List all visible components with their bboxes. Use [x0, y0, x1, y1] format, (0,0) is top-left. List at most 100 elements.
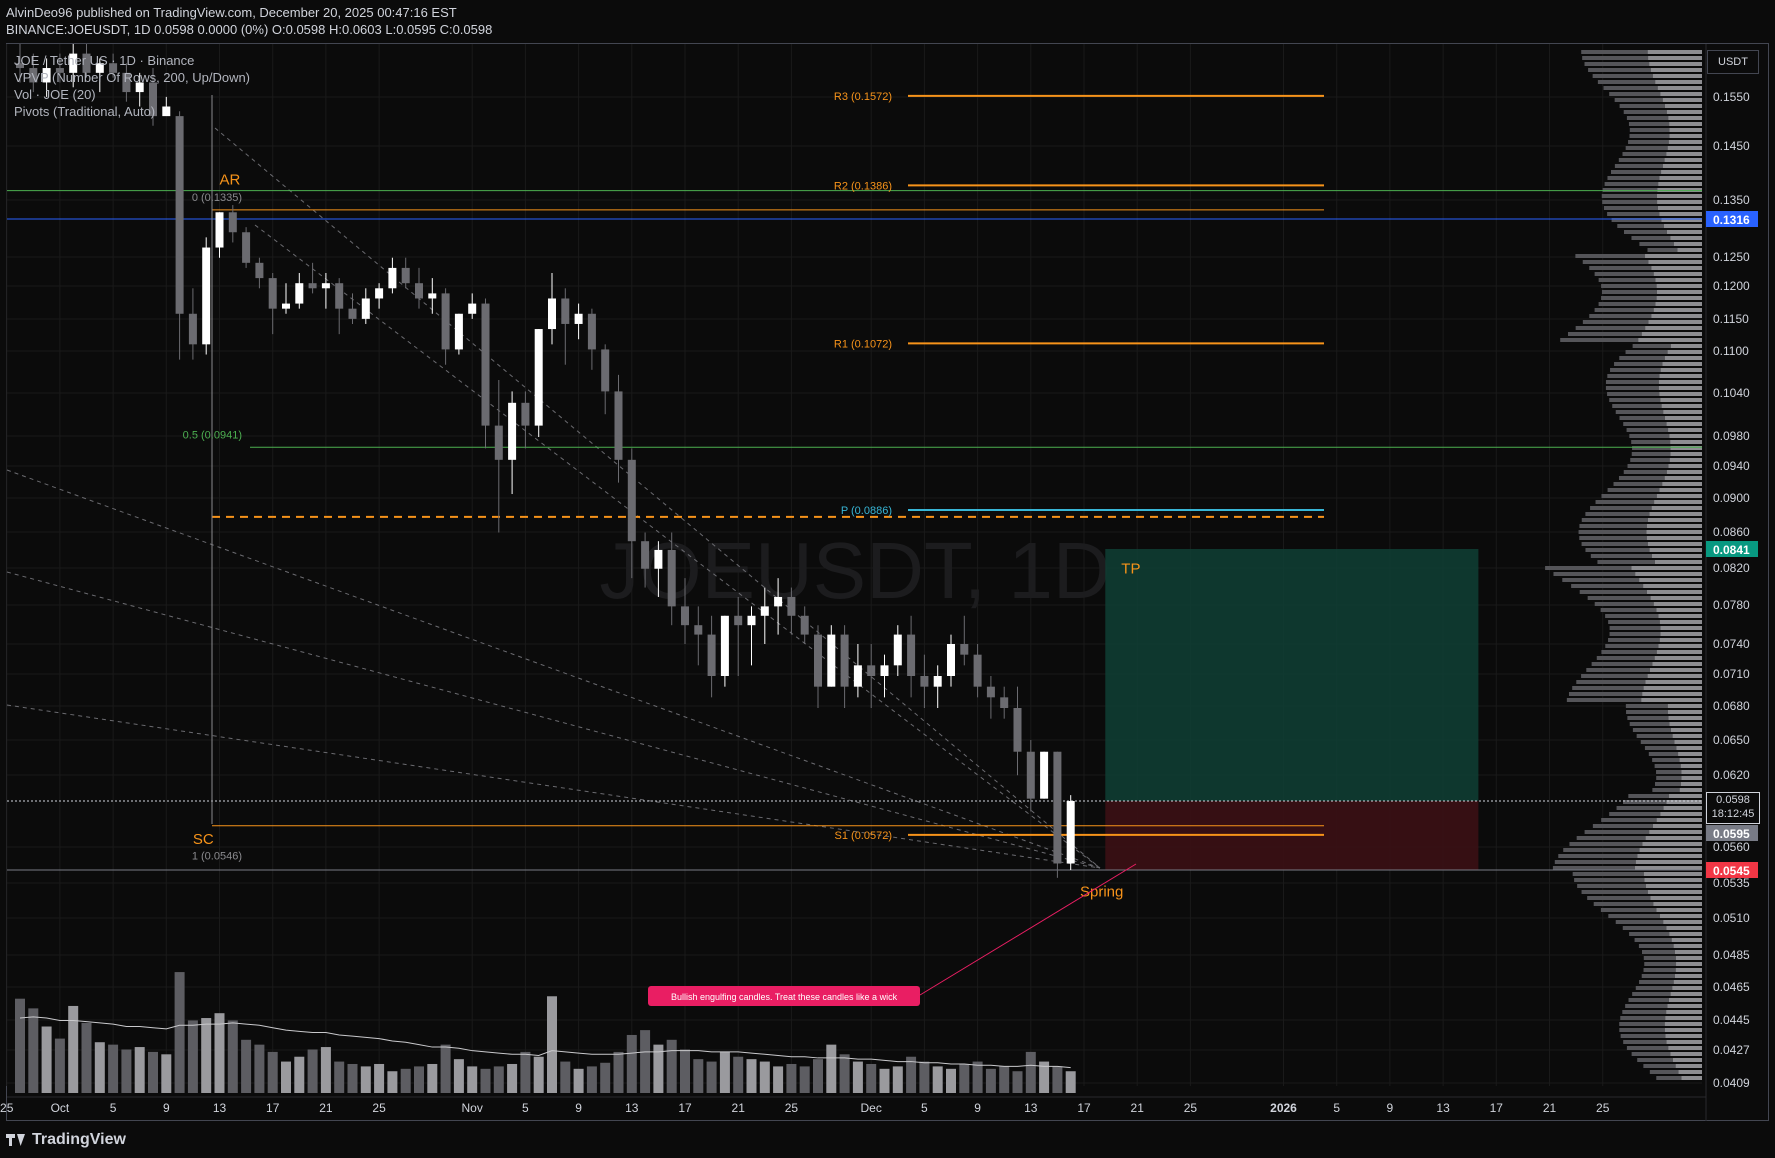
volume-profile-bar-up	[1644, 962, 1677, 966]
volume-profile-bar-down	[1668, 1046, 1702, 1050]
volume-bar	[347, 1063, 358, 1093]
volume-bar	[374, 1063, 385, 1093]
candle-body	[42, 68, 51, 83]
volume-profile-bar-down	[1667, 704, 1702, 708]
candle-body	[641, 541, 650, 569]
candle-body	[348, 308, 357, 319]
price-tick-label: 0.0940	[1713, 459, 1750, 473]
volume-profile-bar-down	[1666, 230, 1702, 234]
publish-info: AlvinDeo96 published on TradingView.com,…	[6, 5, 457, 20]
volume-profile-bar-down	[1667, 710, 1702, 714]
candle-body	[508, 402, 517, 460]
volume-profile-bar-down	[1678, 1070, 1702, 1074]
volume-profile-bar-up	[1625, 350, 1668, 354]
candle-body	[282, 303, 290, 309]
candle-body	[375, 288, 384, 299]
candle-body	[654, 549, 663, 569]
volume-profile-bar-down	[1645, 254, 1702, 258]
candle-body	[760, 606, 769, 616]
volume-profile-bar-down	[1680, 764, 1702, 768]
volume-profile-bar-up	[1601, 194, 1657, 198]
volume-profile-bar-up	[1626, 710, 1668, 714]
volume-bar	[307, 1049, 318, 1093]
candle-body	[867, 665, 876, 676]
volume-profile-bar-down	[1666, 926, 1702, 930]
volume-profile-bar-down	[1650, 68, 1702, 72]
volume-profile-bar-up	[1595, 500, 1655, 504]
volume-profile-bar-down	[1659, 374, 1702, 378]
volume-profile-bar-up	[1593, 902, 1654, 906]
currency-selector[interactable]: USDT	[1707, 50, 1759, 74]
volume-bar	[919, 1061, 930, 1093]
ohlc-readout: BINANCE:JOEUSDT, 1D 0.0598 0.0000 (0%) O…	[6, 22, 493, 37]
volume-profile-bar-down	[1662, 98, 1702, 102]
volume-profile-bar-up	[1613, 482, 1663, 486]
price-tick-label: 0.0980	[1713, 429, 1750, 443]
volume-profile-bar-down	[1644, 878, 1702, 882]
volume-profile-bar-down	[1659, 914, 1702, 918]
volume-profile-bar-down	[1663, 920, 1702, 924]
volume-profile-bar-down	[1657, 200, 1702, 204]
volume-bar	[453, 1059, 464, 1093]
volume-bar	[613, 1051, 624, 1093]
volume-profile-bar-down	[1646, 536, 1702, 540]
volume-profile-bar-up	[1626, 116, 1669, 120]
volume-profile-bar-down	[1673, 242, 1702, 246]
volume-bar	[121, 1049, 132, 1093]
volume-profile-bar-up	[1582, 320, 1649, 324]
volume-profile-bar-up	[1631, 1052, 1671, 1056]
volume-profile-bar-down	[1670, 728, 1702, 732]
volume-profile-bar-down	[1647, 50, 1702, 54]
annotation-tp: TP	[1121, 560, 1140, 577]
volume-bar	[294, 1056, 305, 1093]
volume-profile-bar-down	[1664, 356, 1702, 360]
volume-profile-bar-down	[1637, 854, 1702, 858]
volume-profile-bar-down	[1672, 734, 1702, 738]
candle-body	[734, 615, 743, 626]
volume-profile-bar-up	[1629, 128, 1670, 132]
legend-pivots[interactable]: Pivots (Traditional, Auto)	[14, 104, 156, 119]
volume-profile-bar-down	[1652, 74, 1702, 78]
volume-profile-bar-down	[1655, 302, 1702, 306]
time-tick-label: 5	[522, 1101, 529, 1115]
trendline	[254, 224, 1101, 869]
candle-body	[468, 303, 477, 314]
volume-profile-bar-down	[1668, 794, 1702, 798]
volume-profile-bar-up	[1628, 998, 1669, 1002]
volume-profile-bar-up	[1589, 266, 1652, 270]
volume-profile-bar-up	[1634, 938, 1672, 942]
price-tick-label: 0.0680	[1713, 699, 1750, 713]
volume-profile-bar-down	[1646, 530, 1702, 534]
volume-bar	[320, 1047, 331, 1093]
volume-profile-bar-down	[1646, 524, 1702, 528]
price-tick-label: 0.1550	[1713, 90, 1750, 104]
candle-body	[548, 298, 556, 330]
legend-volume[interactable]: Vol · JOE (20)	[14, 87, 96, 102]
volume-bar	[959, 1063, 970, 1093]
volume-profile-bar-up	[1656, 770, 1682, 774]
legend-symbol[interactable]: JOE / Tether US · 1D · Binance	[14, 53, 195, 68]
candle-body	[149, 82, 157, 117]
volume-profile-bar-down	[1639, 578, 1702, 582]
volume-profile-bar-down	[1663, 410, 1702, 414]
volume-profile-bar-down	[1638, 338, 1702, 342]
volume-bar	[41, 1026, 52, 1093]
price-tick-label: 0.0445	[1713, 1013, 1750, 1027]
volume-profile-bar-up	[1623, 110, 1667, 114]
volume-profile-bar-up	[1601, 284, 1657, 288]
volume-profile-bar-down	[1651, 314, 1702, 318]
volume-profile-bar-up	[1647, 248, 1678, 252]
volume-profile-bar-down	[1668, 716, 1702, 720]
candle-body	[920, 676, 929, 687]
volume-bar	[892, 1066, 903, 1093]
volume-bar	[1039, 1061, 1050, 1093]
volume-profile-bar-up	[1644, 746, 1677, 750]
volume-profile-bar-up	[1582, 260, 1649, 264]
volume-profile-bar-up	[1625, 146, 1668, 150]
legend-vpvp[interactable]: VPVP (Number Of Rows, 200, Up/Down)	[14, 70, 251, 85]
volume-bar	[1025, 1051, 1036, 1093]
volume-bar	[520, 1051, 531, 1093]
price-tick-label: 0.1200	[1713, 279, 1750, 293]
volume-profile-bar-up	[1623, 422, 1667, 426]
